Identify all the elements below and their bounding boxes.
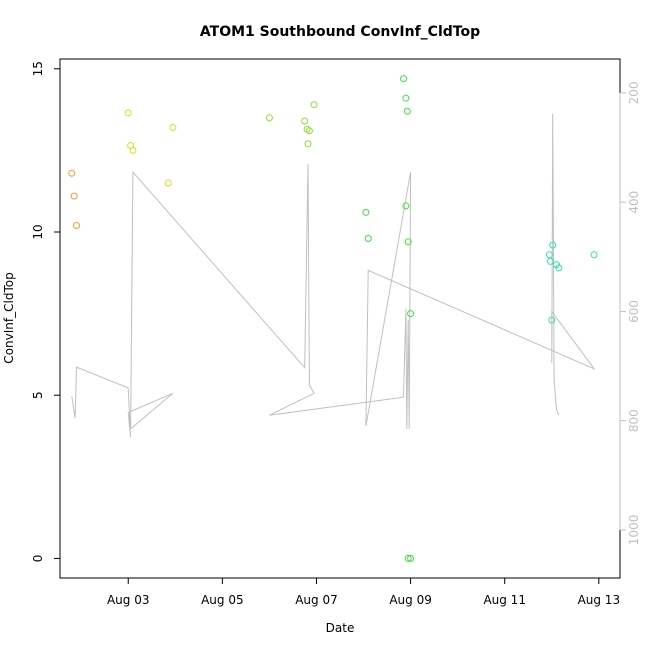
- data-point-7: [169, 124, 177, 131]
- data-point-12: [304, 140, 312, 148]
- right-axis-series-layer: [71, 113, 596, 438]
- series-line-0: [71, 113, 596, 438]
- chart-title: ATOM1 Southbound ConvInf_CldTop: [200, 24, 480, 40]
- y-tick-label: 5: [31, 391, 45, 399]
- y-axis-left: 0 5 10 15: [31, 61, 61, 563]
- data-point-20: [404, 238, 412, 246]
- x-tick-label: Aug 11: [483, 593, 526, 607]
- points-layer: [68, 75, 598, 562]
- data-point-17: [402, 94, 410, 102]
- data-point-6: [164, 179, 172, 187]
- x-tick-label: Aug 09: [389, 593, 432, 607]
- y-tick-label: 0: [31, 555, 45, 563]
- y2-tick-label: 600: [627, 300, 641, 323]
- x-axis: Aug 03 Aug 05 Aug 07 Aug 09 Aug 11 Aug 13: [107, 577, 621, 607]
- data-point-13: [310, 101, 318, 109]
- data-point-16: [400, 75, 407, 83]
- y-axis-right: 200 400 600 800 1000: [619, 81, 641, 546]
- data-point-25: [546, 257, 554, 265]
- data-point-24: [545, 251, 553, 259]
- data-point-15: [364, 235, 372, 242]
- x-tick-label: Aug 05: [201, 593, 244, 607]
- data-point-5: [129, 146, 137, 154]
- data-point-8: [265, 114, 273, 122]
- y2-tick-label: 200: [627, 81, 641, 104]
- plot-frame: [59, 58, 621, 579]
- data-point-22: [404, 554, 412, 562]
- x-tick-label: Aug 03: [107, 593, 150, 607]
- data-point-11: [305, 127, 313, 135]
- data-point-19: [403, 107, 411, 115]
- y2-tick-label: 400: [627, 191, 641, 214]
- data-point-2: [73, 222, 80, 229]
- y-axis-label: ConvInf_CldTop: [2, 272, 16, 363]
- data-point-0: [68, 169, 76, 177]
- y2-tick-label: 1000: [627, 515, 641, 546]
- data-point-26: [548, 316, 556, 324]
- x-axis-label: Date: [326, 621, 355, 635]
- data-point-9: [301, 117, 309, 125]
- data-point-21: [407, 310, 415, 318]
- data-point-14: [362, 208, 370, 216]
- data-point-30: [590, 251, 598, 259]
- data-point-18: [402, 202, 410, 210]
- y-tick-label: 15: [31, 61, 45, 76]
- data-point-23: [407, 554, 415, 562]
- x-tick-label: Aug 07: [295, 593, 338, 607]
- x-tick-label: Aug 13: [578, 593, 621, 607]
- y2-tick-label: 800: [627, 409, 641, 432]
- data-point-1: [70, 192, 78, 200]
- y-tick-label: 10: [31, 224, 45, 239]
- data-point-3: [124, 109, 132, 117]
- data-point-29: [555, 264, 563, 272]
- data-point-27: [549, 241, 557, 249]
